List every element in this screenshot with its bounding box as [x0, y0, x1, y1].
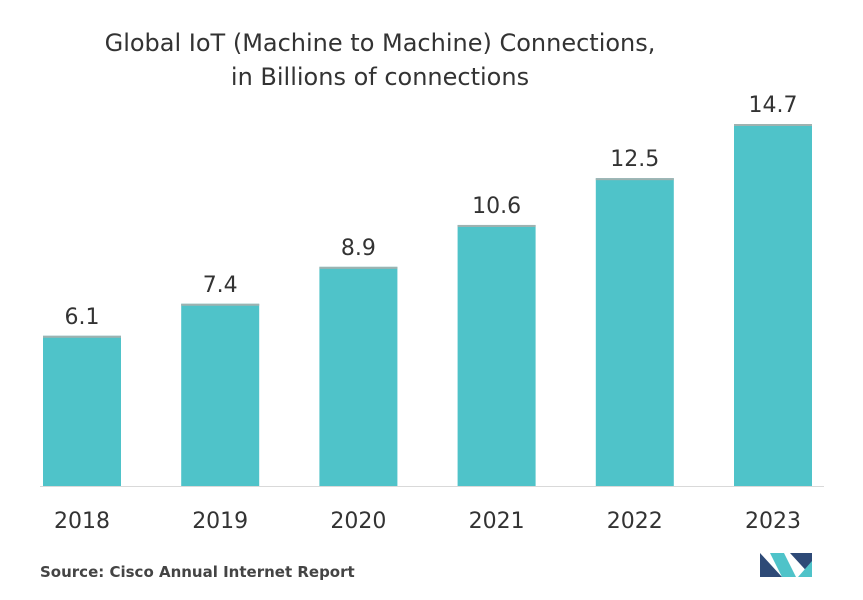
bar-top-edge-2019: [181, 303, 260, 306]
chart-title-line-2: in Billions of connections: [230, 63, 530, 91]
bar-top-edge-2021: [457, 224, 536, 227]
bar-2018: [43, 335, 121, 486]
x-tick-label-2023: 2023: [745, 509, 801, 534]
x-tick-label-2018: 2018: [54, 509, 110, 534]
x-tick-label-2022: 2022: [607, 509, 663, 534]
bar-top-edge-2018: [43, 335, 121, 338]
data-label-2022: 12.5: [610, 147, 659, 172]
source-note: Source: Cisco Annual Internet Report: [40, 563, 355, 581]
bar-top-edge-2020: [319, 266, 398, 269]
bar-2020: [319, 266, 398, 486]
data-label-2021: 10.6: [472, 194, 521, 219]
x-tick-label-2021: 2021: [469, 509, 525, 534]
logo-right-accent: [798, 561, 812, 577]
data-label-2018: 6.1: [65, 305, 100, 330]
chart-title-line-1: Global IoT (Machine to Machine) Connecti…: [104, 29, 656, 57]
logo-left-shape: [760, 553, 782, 577]
data-label-2020: 8.9: [341, 236, 376, 261]
data-label-2023: 14.7: [749, 93, 798, 118]
logo-middle-shape: [770, 553, 796, 577]
bar-2023: [734, 124, 812, 486]
bar-2022: [595, 178, 674, 486]
x-tick-label-2019: 2019: [192, 509, 248, 534]
bar-top-edge-2022: [595, 178, 674, 181]
bar-top-edge-2023: [734, 124, 812, 126]
chart-title: Global IoT (Machine to Machine) Connecti…: [0, 26, 760, 94]
bar-chart: 6.1 2018 7.4 2019 8.9 2020 10.6 2021 12.5 2022 14.…: [40, 93, 824, 534]
bar-2021: [457, 224, 536, 486]
x-tick-label-2020: 2020: [330, 509, 386, 534]
bar-2019: [181, 303, 260, 486]
brand-logo-icon: [760, 553, 812, 577]
data-label-2019: 7.4: [203, 273, 238, 298]
